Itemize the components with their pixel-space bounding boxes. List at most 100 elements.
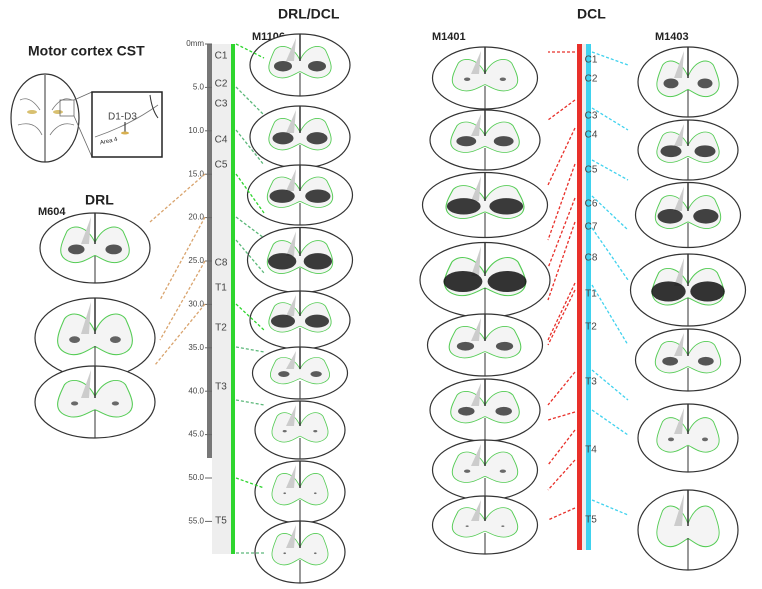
- arrow: [548, 283, 575, 340]
- cord-section: [255, 401, 345, 459]
- label-density: [690, 281, 725, 301]
- cord-section: [636, 329, 741, 391]
- segment-label: C1: [585, 55, 598, 66]
- label-density: [488, 271, 527, 292]
- segment-label: C7: [585, 222, 598, 233]
- label-density: [500, 470, 506, 473]
- ruler-label: 20.0: [188, 213, 204, 222]
- label-density: [447, 198, 481, 214]
- cord-section: [430, 379, 540, 441]
- label-density: [69, 336, 80, 343]
- ruler-bar: [207, 44, 212, 458]
- label-density: [464, 78, 470, 81]
- label-density: [314, 492, 317, 494]
- label-density: [456, 136, 476, 146]
- ruler-label: 25.0: [188, 256, 204, 265]
- label-density: [271, 315, 295, 328]
- label-density: [310, 371, 321, 377]
- dcl-bar: [577, 44, 582, 550]
- cord-section: [433, 496, 538, 554]
- label-density: [458, 407, 475, 416]
- label-density: [278, 371, 289, 377]
- cord-section: [433, 440, 538, 500]
- arrow: [548, 290, 575, 345]
- label-density: [500, 78, 506, 81]
- cord-section: [430, 110, 540, 170]
- segment-label: T5: [585, 515, 597, 526]
- segment-label: C2: [585, 74, 598, 85]
- label-density: [693, 209, 718, 224]
- monkey-label: M604: [38, 206, 66, 218]
- label-density: [494, 136, 514, 146]
- cord-section: [638, 404, 738, 472]
- label-density: [283, 552, 286, 554]
- label-density: [464, 470, 470, 473]
- label-density: [501, 525, 504, 527]
- segment-label: C8: [585, 253, 598, 264]
- ruler-label: 50.0: [188, 473, 204, 482]
- ruler-label: 5.0: [193, 83, 205, 92]
- ruler-label: 10.0: [188, 126, 204, 135]
- label-density: [305, 189, 330, 202]
- figure: Motor cortex CST D1-D3 Area 4 DRL DRL/DC…: [0, 0, 762, 589]
- label-density: [105, 245, 122, 255]
- cord-section: [420, 243, 550, 318]
- label-density: [274, 61, 292, 71]
- arrow: [592, 285, 628, 345]
- ruler-label: 35.0: [188, 343, 204, 352]
- label-density: [304, 253, 332, 269]
- segment-label: T1: [215, 283, 227, 294]
- group-title: DCL: [577, 6, 606, 22]
- segment-band: [212, 44, 231, 554]
- arrow: [548, 508, 575, 520]
- label-density: [68, 245, 85, 255]
- cord-section: [636, 183, 741, 248]
- arrow: [155, 304, 205, 365]
- arrow: [592, 500, 628, 515]
- group-title: DRL/DCL: [278, 6, 340, 22]
- segment-label: C1: [215, 51, 228, 62]
- figure-title: Motor cortex CST: [28, 43, 145, 59]
- cord-section: [250, 291, 350, 349]
- cord-section: [638, 490, 738, 570]
- segment-label: T2: [215, 323, 227, 334]
- ruler-label: 55.0: [188, 517, 204, 526]
- segment-label: T4: [585, 445, 597, 456]
- label-density: [112, 401, 119, 405]
- ruler-label: 15.0: [188, 169, 204, 178]
- label-density: [651, 281, 686, 301]
- cord-section: [423, 173, 548, 238]
- label-density: [489, 198, 523, 214]
- label-density: [661, 145, 682, 157]
- segment-label: T3: [215, 382, 227, 393]
- label-density: [698, 79, 713, 89]
- cord-section: [40, 213, 150, 283]
- cord-section: [638, 47, 738, 117]
- arrow: [548, 222, 575, 300]
- label-density: [658, 209, 683, 224]
- label-density: [496, 342, 513, 351]
- segment-label: T2: [585, 322, 597, 333]
- label-density: [495, 407, 512, 416]
- ruler-label: 30.0: [188, 300, 204, 309]
- arrow: [592, 410, 628, 435]
- label-density: [668, 437, 674, 441]
- ruler-label: 0mm: [186, 39, 204, 48]
- cord-section: [248, 165, 353, 225]
- arrow: [548, 460, 575, 490]
- cord-section: [248, 228, 353, 293]
- label-density: [313, 430, 317, 432]
- label-density: [457, 342, 474, 351]
- arrow: [548, 372, 575, 405]
- cord-section: [631, 254, 746, 326]
- segment-label: C5: [585, 165, 598, 176]
- label-density: [307, 132, 328, 144]
- arrow: [236, 347, 264, 352]
- segment-label: C8: [215, 258, 228, 269]
- segment-label: C3: [215, 99, 228, 110]
- label-density: [443, 271, 482, 292]
- label-density: [283, 430, 287, 432]
- segment-label: T5: [215, 516, 227, 527]
- cord-section: [255, 521, 345, 583]
- label-density: [664, 79, 679, 89]
